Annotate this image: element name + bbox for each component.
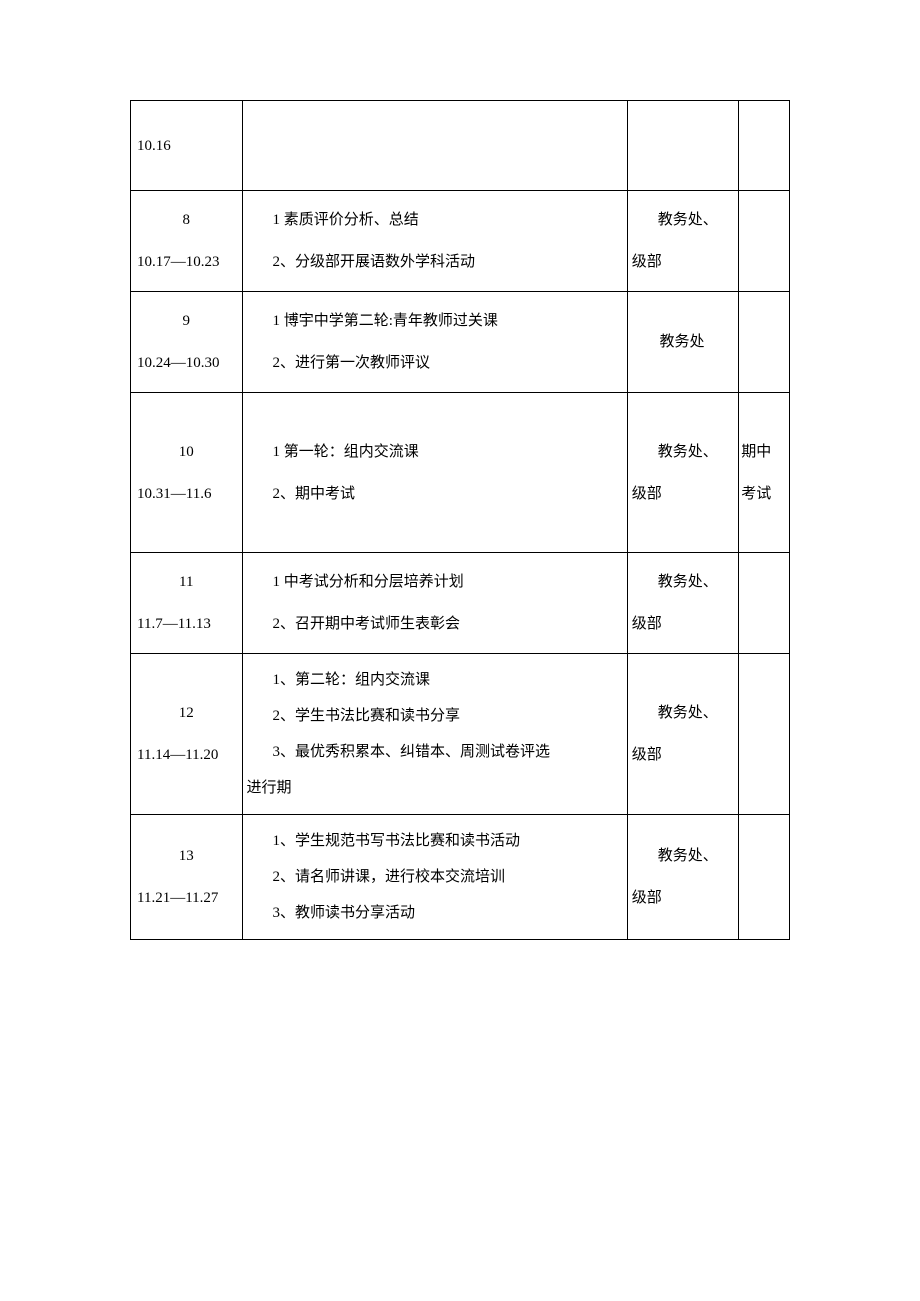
note-cell xyxy=(739,815,790,940)
dept-line: 级部 xyxy=(630,603,735,645)
dept-line: 级部 xyxy=(630,241,735,283)
content-cell: 1 第一轮：组内交流课 2、期中考试 xyxy=(242,393,627,553)
content-cell: 1 中考试分析和分层培养计划 2、召开期中考试师生表彰会 xyxy=(242,553,627,654)
content-line: 1 博宇中学第二轮:青年教师过关课 xyxy=(245,300,623,342)
note-cell xyxy=(739,191,790,292)
content-cell: 1、学生规范书写书法比赛和读书活动 2、请名师讲课，进行校本交流培训 3、教师读… xyxy=(242,815,627,940)
content-line: 2、进行第一次教师评议 xyxy=(245,342,623,384)
content-cell: 1 博宇中学第二轮:青年教师过关课 2、进行第一次教师评议 xyxy=(242,292,627,393)
week-number: 11 xyxy=(135,561,238,603)
content-line: 1 第一轮：组内交流课 xyxy=(245,431,623,473)
dept-cell: 教务处、 级部 xyxy=(627,654,739,815)
week-number: 10 xyxy=(135,431,238,473)
dept-cell: 教务处、 级部 xyxy=(627,815,739,940)
dept-line: 级部 xyxy=(630,877,735,919)
week-date: 10.24—10.30 xyxy=(135,342,238,384)
week-number: 9 xyxy=(135,300,238,342)
week-date: 11.21—11.27 xyxy=(135,877,238,919)
content-line: 3、最优秀积累本、纠错本、周测试卷评选 xyxy=(245,734,623,770)
dept-cell: 教务处 xyxy=(627,292,739,393)
week-cell: 11 11.7—11.13 xyxy=(131,553,243,654)
content-line: 1 中考试分析和分层培养计划 xyxy=(245,561,623,603)
table-row: 13 11.21—11.27 1、学生规范书写书法比赛和读书活动 2、请名师讲课… xyxy=(131,815,790,940)
content-line: 1 素质评价分析、总结 xyxy=(245,199,623,241)
note-cell: 期中考试 xyxy=(739,393,790,553)
week-date: 11.7—11.13 xyxy=(135,603,238,645)
week-cell: 8 10.17—10.23 xyxy=(131,191,243,292)
week-cell: 12 11.14—11.20 xyxy=(131,654,243,815)
content-cell: 1 素质评价分析、总结 2、分级部开展语数外学科活动 xyxy=(242,191,627,292)
table-body: 10.16 8 10.17—10.23 1 素质评价分析、总结 2、分级部开展语… xyxy=(131,101,790,940)
week-cell: 9 10.24—10.30 xyxy=(131,292,243,393)
note-cell xyxy=(739,292,790,393)
week-cell: 13 11.21—11.27 xyxy=(131,815,243,940)
dept-cell: 教务处、 级部 xyxy=(627,191,739,292)
week-cell: 10 10.31—11.6 xyxy=(131,393,243,553)
dept-line: 教务处、 xyxy=(630,561,735,603)
dept-line: 级部 xyxy=(630,473,735,515)
dept-cell: 教务处、 级部 xyxy=(627,393,739,553)
week-date: 10.31—11.6 xyxy=(135,473,238,515)
week-cell: 10.16 xyxy=(131,101,243,191)
week-number: 13 xyxy=(135,835,238,877)
content-line: 1、第二轮：组内交流课 xyxy=(245,662,623,698)
content-line: 1、学生规范书写书法比赛和读书活动 xyxy=(245,823,623,859)
dept-line: 教务处、 xyxy=(630,692,735,734)
dept-line: 教务处、 xyxy=(630,431,735,473)
week-date: 11.14—11.20 xyxy=(135,734,238,776)
content-line: 2、召开期中考试师生表彰会 xyxy=(245,603,623,645)
content-line: 2、分级部开展语数外学科活动 xyxy=(245,241,623,283)
content-line: 2、期中考试 xyxy=(245,473,623,515)
note-cell xyxy=(739,101,790,191)
note-cell xyxy=(739,654,790,815)
note-cell xyxy=(739,553,790,654)
table-row: 11 11.7—11.13 1 中考试分析和分层培养计划 2、召开期中考试师生表… xyxy=(131,553,790,654)
content-cell xyxy=(242,101,627,191)
table-row: 12 11.14—11.20 1、第二轮：组内交流课 2、学生书法比赛和读书分享… xyxy=(131,654,790,815)
note-text: 期中考试 xyxy=(741,444,771,502)
content-line: 2、学生书法比赛和读书分享 xyxy=(245,698,623,734)
week-number: 8 xyxy=(135,199,238,241)
table-row: 10 10.31—11.6 1 第一轮：组内交流课 2、期中考试 教务处、 级部… xyxy=(131,393,790,553)
content-line: 进行期 xyxy=(245,770,623,806)
table-row: 8 10.17—10.23 1 素质评价分析、总结 2、分级部开展语数外学科活动… xyxy=(131,191,790,292)
week-date: 10.17—10.23 xyxy=(135,241,238,283)
dept-cell: 教务处、 级部 xyxy=(627,553,739,654)
week-date: 10.16 xyxy=(135,125,238,167)
dept-line: 教务处、 xyxy=(630,199,735,241)
table-row: 9 10.24—10.30 1 博宇中学第二轮:青年教师过关课 2、进行第一次教… xyxy=(131,292,790,393)
dept-line: 级部 xyxy=(630,734,735,776)
content-line: 3、教师读书分享活动 xyxy=(245,895,623,931)
content-line: 2、请名师讲课，进行校本交流培训 xyxy=(245,859,623,895)
content-cell: 1、第二轮：组内交流课 2、学生书法比赛和读书分享 3、最优秀积累本、纠错本、周… xyxy=(242,654,627,815)
table-row: 10.16 xyxy=(131,101,790,191)
dept-cell xyxy=(627,101,739,191)
dept-line: 教务处 xyxy=(660,334,705,350)
schedule-table: 10.16 8 10.17—10.23 1 素质评价分析、总结 2、分级部开展语… xyxy=(130,100,790,940)
dept-line: 教务处、 xyxy=(630,835,735,877)
week-number: 12 xyxy=(135,692,238,734)
